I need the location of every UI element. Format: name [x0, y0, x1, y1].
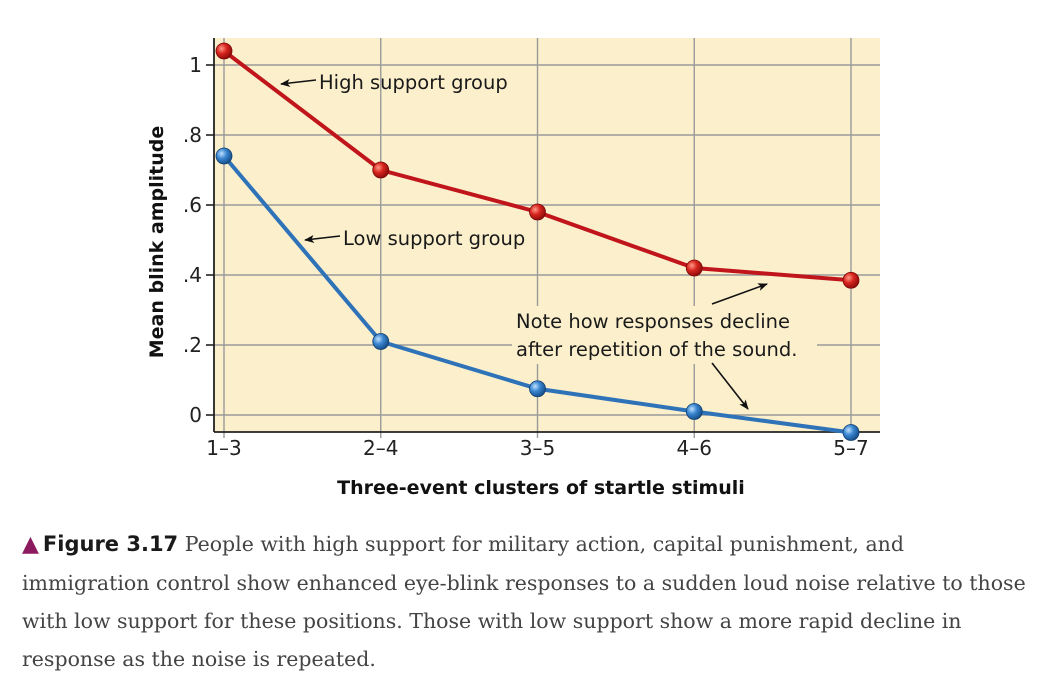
low-support-point — [529, 380, 546, 398]
high-support-point — [372, 161, 390, 179]
note-line-1: Note how responses decline — [516, 310, 790, 333]
low-support-arrow — [304, 235, 341, 243]
y-tick-label: .6 — [183, 193, 202, 217]
high-support-label: High support group — [319, 71, 508, 94]
figure-caption: ▲ Figure 3.17 People with high support fo… — [22, 525, 1027, 678]
high-support-point — [685, 259, 703, 277]
chart: 0.2.4.6.81 1–3 2–4 3–5 4–6 5–7 High support … — [146, 38, 880, 499]
x-tick-label: 4–6 — [677, 436, 712, 460]
triangle-icon: ▲ — [22, 532, 39, 557]
x-axis-title: Three-event clusters of startle stimuli — [337, 477, 745, 499]
y-tick-label: .2 — [183, 333, 202, 357]
x-tick-label: 2–4 — [363, 436, 398, 460]
x-tick-label: 3–5 — [520, 436, 555, 460]
note-background — [512, 306, 817, 364]
high-support-arrow — [280, 79, 317, 87]
caption-text: People with high support for military ac… — [22, 532, 1026, 671]
gridlines — [214, 38, 880, 438]
y-tick-label: 0 — [189, 403, 202, 427]
plot-background — [214, 38, 880, 432]
y-tick-label: .8 — [183, 123, 202, 147]
high-support-point — [842, 271, 860, 289]
low-support-label: Low support group — [343, 227, 525, 250]
annotations: High support group Low support group Not… — [280, 71, 817, 410]
note-line-2: after repetition of the sound. — [516, 338, 797, 361]
low-support-point — [842, 424, 860, 441]
axes — [206, 38, 880, 433]
high-support-point — [529, 203, 546, 221]
low-support-point — [215, 147, 233, 165]
high-support-point — [215, 42, 233, 60]
x-tick-labels: 1–3 2–4 3–5 4–6 5–7 — [206, 436, 868, 460]
note-arrow-down — [711, 362, 749, 410]
low-support-point — [372, 333, 390, 350]
y-tick-labels: 0 .2 .4 .6 .8 1 — [183, 53, 202, 427]
y-tick-label: 1 — [189, 53, 202, 77]
y-tick-label: .4 — [183, 263, 202, 287]
note-arrow-up — [711, 283, 768, 305]
data-points — [215, 42, 860, 441]
y-axis-title: Mean blink amplitude — [146, 126, 168, 359]
figure-label: Figure 3.17 — [42, 532, 179, 556]
low-support-point — [685, 403, 703, 420]
x-tick-label: 1–3 — [206, 436, 241, 460]
